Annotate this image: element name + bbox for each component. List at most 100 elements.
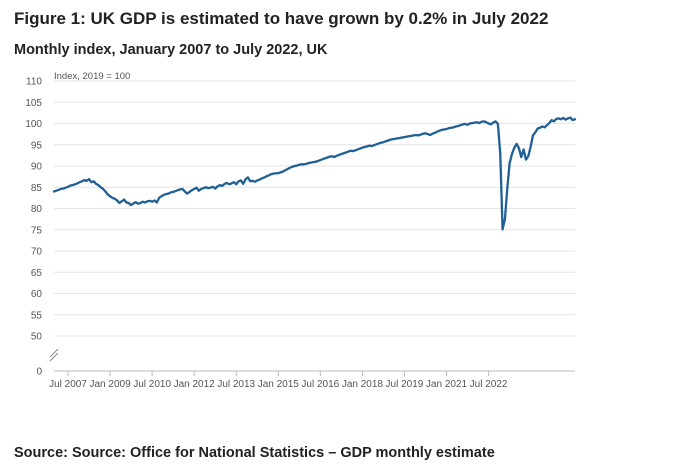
data-point	[200, 188, 202, 190]
data-point	[370, 145, 373, 147]
data-point	[417, 134, 420, 137]
data-point	[539, 126, 541, 129]
data-point	[405, 135, 408, 138]
data-point	[377, 142, 380, 145]
data-point	[373, 144, 375, 146]
data-point	[448, 127, 450, 129]
data-point	[188, 191, 191, 193]
data-point	[144, 201, 146, 204]
data-point	[71, 184, 74, 186]
data-point	[118, 202, 121, 204]
data-point	[555, 118, 558, 120]
x-tick-label: Jan 2009	[89, 379, 131, 390]
y-tick-label: 60	[31, 289, 43, 300]
data-point	[438, 129, 441, 132]
data-point	[104, 190, 107, 193]
data-point	[310, 161, 312, 164]
data-point	[398, 137, 401, 139]
data-point	[361, 146, 364, 149]
data-point	[172, 191, 174, 193]
data-point	[543, 126, 546, 129]
data-point	[450, 126, 452, 129]
data-point	[221, 185, 224, 187]
data-point	[366, 145, 368, 148]
gdp-series-line	[52, 116, 577, 231]
data-point	[469, 122, 471, 125]
data-point	[293, 165, 296, 167]
data-point	[240, 179, 242, 182]
data-point	[62, 187, 65, 190]
data-point	[354, 149, 357, 152]
data-point	[541, 125, 544, 128]
data-point	[429, 134, 431, 136]
data-point	[401, 136, 403, 139]
data-point	[569, 116, 572, 119]
data-point	[106, 193, 109, 196]
gridlines	[54, 80, 575, 337]
data-point	[333, 156, 336, 158]
data-point	[53, 190, 55, 193]
data-point	[195, 186, 198, 189]
data-point	[74, 183, 76, 186]
data-point	[457, 125, 459, 127]
data-point	[251, 180, 254, 182]
data-point	[532, 134, 534, 137]
data-point	[228, 183, 231, 186]
y-tick-label: 100	[25, 119, 42, 130]
data-point	[214, 187, 217, 190]
data-point	[275, 172, 277, 175]
data-point	[69, 184, 72, 187]
data-point	[408, 135, 410, 138]
data-point	[111, 197, 114, 199]
data-point	[113, 197, 116, 200]
data-point	[85, 180, 88, 182]
data-point	[151, 200, 153, 203]
data-point	[99, 186, 102, 189]
data-point	[455, 125, 457, 128]
data-point	[443, 128, 445, 131]
data-point	[237, 180, 240, 183]
data-point	[562, 117, 565, 119]
x-tick-label: Jan 2015	[258, 379, 300, 390]
data-point	[476, 121, 478, 124]
data-point	[347, 150, 350, 153]
data-point	[226, 182, 228, 184]
data-point	[300, 163, 303, 166]
y-tick-label: 0	[36, 367, 42, 378]
data-point	[76, 182, 79, 185]
data-point	[494, 120, 497, 123]
data-point	[508, 162, 511, 165]
data-point	[90, 181, 93, 183]
data-point	[57, 189, 60, 191]
data-point	[321, 158, 324, 160]
data-point	[391, 138, 394, 141]
data-point	[191, 189, 193, 192]
chart-subtitle: Monthly index, January 2007 to July 2022…	[14, 42, 328, 58]
data-point	[81, 180, 83, 183]
data-point	[127, 202, 130, 204]
data-point	[387, 139, 389, 142]
data-point	[410, 135, 413, 137]
data-point	[487, 122, 490, 125]
data-point	[95, 183, 97, 185]
data-point	[198, 189, 200, 192]
data-point	[207, 187, 209, 189]
data-point	[515, 143, 518, 145]
data-point	[501, 228, 504, 231]
data-point	[485, 121, 488, 124]
data-point	[134, 201, 137, 203]
y-tick-label: 80	[31, 204, 43, 215]
data-point	[148, 200, 151, 202]
data-point	[270, 173, 273, 175]
y-tick-label: 50	[31, 332, 43, 343]
data-point	[78, 181, 81, 183]
data-point	[529, 146, 532, 148]
y-tick-label: 95	[31, 140, 43, 151]
data-point	[490, 123, 492, 126]
data-point	[518, 147, 520, 149]
data-point	[506, 188, 509, 190]
data-point	[557, 117, 560, 120]
source-note: Source: Source: Office for National Stat…	[14, 445, 495, 461]
data-point	[216, 185, 219, 188]
